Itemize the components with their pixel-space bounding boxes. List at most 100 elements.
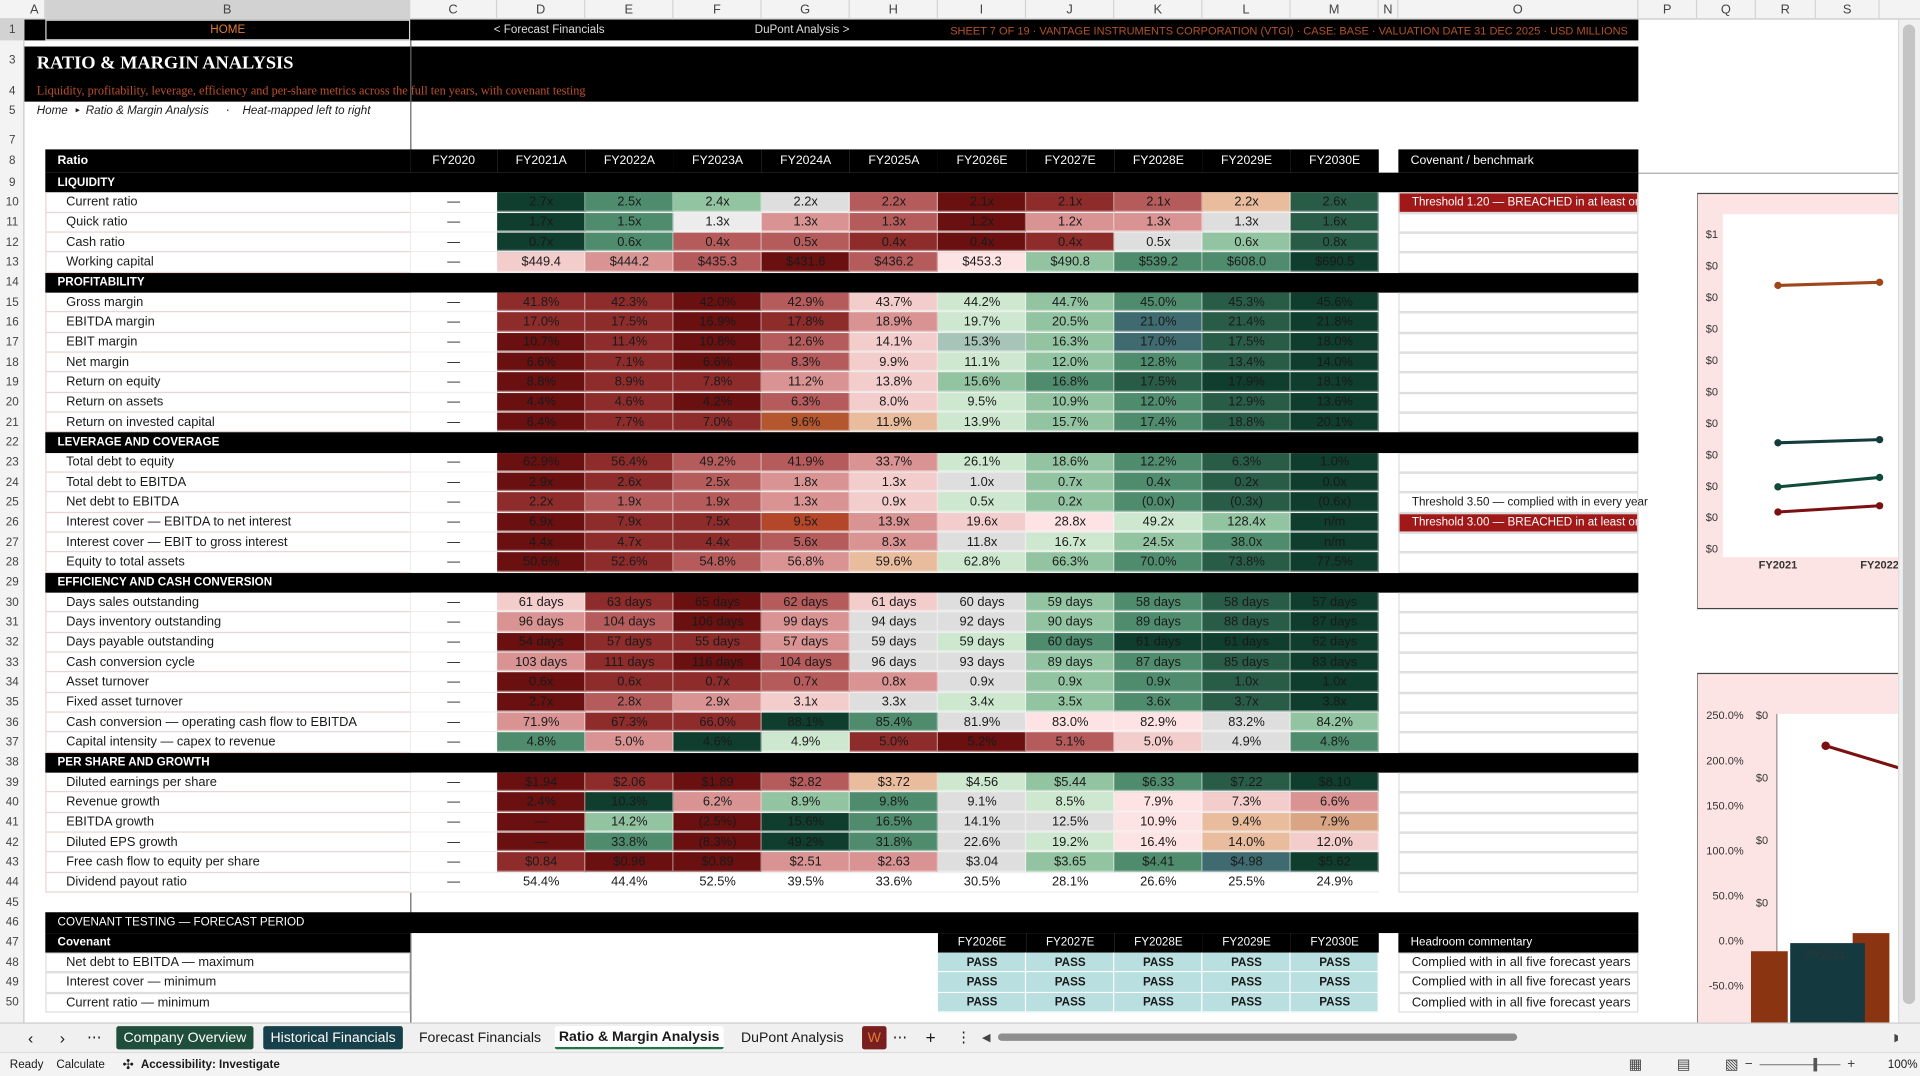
nav-bar xyxy=(24,19,1639,41)
sheet-tab[interactable]: Company Overview xyxy=(116,1026,254,1050)
ratio-label: Days payable outstanding xyxy=(45,632,411,653)
ratio-value: 28.8x xyxy=(1026,512,1115,533)
ratio-value: 4.8% xyxy=(1290,732,1379,753)
ratio-value: 0.9x xyxy=(849,492,938,513)
ratio-value: $453.3 xyxy=(937,252,1027,273)
sheet-tab[interactable]: Forecast Financials xyxy=(418,1030,542,1046)
ratio-value: 12.6% xyxy=(761,332,850,353)
ratio-value: 8.3% xyxy=(761,352,850,373)
next-sheet-link[interactable]: DuPont Analysis > xyxy=(754,23,850,37)
ratio-value: 61 days xyxy=(1114,632,1203,653)
breadcrumb-home[interactable]: Home xyxy=(36,103,68,117)
sheet-tab[interactable]: Historical Financials xyxy=(263,1026,403,1050)
ratio-value: 49.2x xyxy=(1114,512,1203,533)
ratio-value: 50.6% xyxy=(497,552,586,573)
column-header: Q xyxy=(1697,0,1756,20)
tab-nav-prev[interactable]: ‹ xyxy=(27,1027,34,1047)
ratio-value: — xyxy=(410,692,498,713)
ratio-value: 5.0% xyxy=(1114,732,1203,753)
ratio-value: 1.7x xyxy=(497,212,586,233)
covenant-result: PASS xyxy=(1026,992,1115,1013)
ratio-value: 10.7% xyxy=(497,332,586,353)
ratio-label: Diluted earnings per share xyxy=(45,772,411,793)
covenant-cell xyxy=(1398,832,1639,853)
ratio-value: 11.8x xyxy=(937,532,1027,553)
ratio-value: 56.8% xyxy=(761,552,850,573)
ratio-value: 0.6x xyxy=(497,672,586,693)
ratio-value: 1.3x xyxy=(849,472,938,493)
ratio-value: 45.6% xyxy=(1290,292,1379,313)
y2-tick-label: $0 xyxy=(1756,898,1768,910)
ratio-value: 55 days xyxy=(673,632,762,653)
ratio-value: 8.5% xyxy=(1026,792,1115,813)
ratio-value: 0.4x xyxy=(1026,232,1115,253)
ratio-value: 60 days xyxy=(1026,632,1115,653)
column-header: C xyxy=(410,0,498,20)
ratio-value: 83.2% xyxy=(1202,712,1291,733)
ratio-value: 0.4x xyxy=(1114,472,1203,493)
ratio-value: 7.9% xyxy=(1114,792,1203,813)
ratio-value: 4.4x xyxy=(497,532,586,553)
tab-nav-next[interactable]: › xyxy=(59,1027,66,1047)
covenant-year: FY2030E xyxy=(1290,932,1379,953)
tab-nav-more[interactable]: ⋯ xyxy=(86,1028,102,1046)
ratio-value: 87 days xyxy=(1114,652,1203,673)
sheet-tab[interactable]: Ratio & Margin Analysis xyxy=(554,1026,724,1050)
prev-sheet-link[interactable]: < Forecast Financials xyxy=(493,23,605,37)
ratio-value: 7.0% xyxy=(673,412,762,433)
covenant-commentary: Complied with in all five forecast years xyxy=(1398,992,1639,1013)
ratio-value: 44.2% xyxy=(937,292,1027,313)
ratio-label: Cash conversion — operating cash flow to… xyxy=(45,712,411,733)
ratio-value: 14.0% xyxy=(1290,352,1379,373)
sheet-tab[interactable]: W xyxy=(862,1026,887,1050)
ratio-value: 1.3x xyxy=(1202,212,1291,233)
scroll-thumb[interactable] xyxy=(1902,24,1916,1005)
ratio-value: (0.3x) xyxy=(1202,492,1291,513)
ratio-value: 0.0x xyxy=(1290,472,1379,493)
h-scroll-thumb[interactable] xyxy=(997,1033,1518,1041)
ratio-value: 87 days xyxy=(1290,612,1379,633)
home-link[interactable]: HOME xyxy=(45,19,411,41)
tab-options[interactable]: ⋮ xyxy=(956,1028,972,1046)
ratio-value: — xyxy=(410,352,498,373)
ratio-value: 92 days xyxy=(937,612,1027,633)
ratio-value: 6.6% xyxy=(673,352,762,373)
ratio-value: 0.6x xyxy=(585,232,674,253)
ratio-value: 16.7x xyxy=(1026,532,1115,553)
row-header: 42 xyxy=(5,835,19,850)
x-tick-label: FY2021 xyxy=(1806,949,1845,961)
covenant-cell xyxy=(1398,592,1639,613)
ratio-value: $6.33 xyxy=(1114,772,1203,793)
commentary-header: Headroom commentary xyxy=(1398,932,1639,953)
add-sheet[interactable]: + xyxy=(925,1027,936,1047)
ratio-value: 11.1% xyxy=(937,352,1027,373)
ratio-value: 5.6x xyxy=(761,532,850,553)
ratio-value: 116 days xyxy=(673,652,762,673)
ratio-label: Gross margin xyxy=(45,292,411,313)
ratio-value: 2.1x xyxy=(1026,192,1115,213)
series-point xyxy=(1821,741,1831,751)
row-header: 16 xyxy=(5,315,19,330)
covenant-cell: Threshold 3.50 — complied with in every … xyxy=(1398,492,1648,513)
ratio-value: 33.6% xyxy=(849,872,938,893)
covenant-year: FY2028E xyxy=(1114,932,1203,953)
horizontal-scrollbar[interactable]: ◀▶ xyxy=(982,1030,1898,1043)
column-header: I xyxy=(938,0,1027,20)
tab-more[interactable]: ⋯ xyxy=(892,1028,908,1046)
view-buttons[interactable]: ▦ ▤ ▧ xyxy=(1628,1055,1739,1073)
ratio-value: 88.1% xyxy=(761,712,850,733)
ratio-value: 61 days xyxy=(497,592,586,613)
ratio-value: 7.5x xyxy=(673,512,762,533)
status-accessibility[interactable]: Accessibility: Investigate xyxy=(140,1057,280,1071)
row-header: 27 xyxy=(5,535,19,550)
ratio-value: 9.5x xyxy=(761,512,850,533)
sheet-tab[interactable]: DuPont Analysis xyxy=(740,1030,844,1046)
series-point xyxy=(1774,439,1782,447)
ratio-value: 10.9% xyxy=(1114,812,1203,833)
ratio-value: 0.7x xyxy=(673,672,762,693)
zoom-slider[interactable]: − + xyxy=(1744,1056,1856,1072)
ratio-label: Return on assets xyxy=(45,392,411,413)
status-calculate[interactable]: Calculate xyxy=(56,1057,105,1071)
table-header-label: Ratio xyxy=(45,149,411,173)
ratio-value: 0.8x xyxy=(849,672,938,693)
